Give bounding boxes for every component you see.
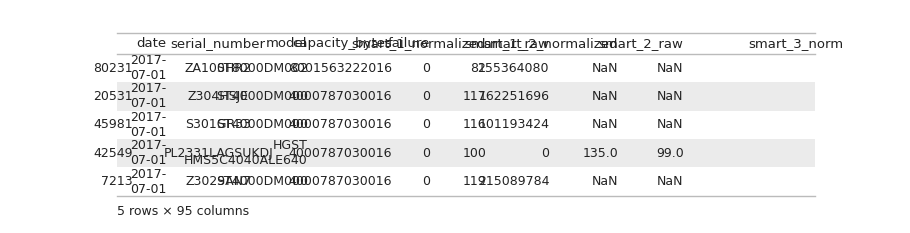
Text: ST4000DM000: ST4000DM000 <box>216 175 308 188</box>
Text: smart_3_norm: smart_3_norm <box>748 37 844 50</box>
Text: 5 rows × 95 columns: 5 rows × 95 columns <box>117 205 249 218</box>
Text: 0: 0 <box>421 175 430 188</box>
Text: NaN: NaN <box>592 175 618 188</box>
Bar <box>117 54 815 82</box>
Text: 2017-
07-01: 2017- 07-01 <box>130 82 167 110</box>
Text: 2017-
07-01: 2017- 07-01 <box>130 168 167 195</box>
Text: 135.0: 135.0 <box>582 147 618 160</box>
Text: NaN: NaN <box>657 118 683 131</box>
Text: model: model <box>267 37 308 50</box>
Text: 0: 0 <box>541 147 550 160</box>
Text: 101193424: 101193424 <box>479 118 550 131</box>
Text: Z3029AN7: Z3029AN7 <box>185 175 251 188</box>
Text: S301GR33: S301GR33 <box>185 118 251 131</box>
Text: 4000787030016: 4000787030016 <box>288 175 392 188</box>
Text: HGST
HMS5C4040ALE640: HGST HMS5C4040ALE640 <box>184 139 308 167</box>
Text: 2017-
07-01: 2017- 07-01 <box>130 54 167 82</box>
Text: 215089784: 215089784 <box>478 175 550 188</box>
Text: 116: 116 <box>462 118 486 131</box>
Text: ST4000DM000: ST4000DM000 <box>216 118 308 131</box>
Text: NaN: NaN <box>592 118 618 131</box>
Text: NaN: NaN <box>657 90 683 103</box>
Text: 155364080: 155364080 <box>478 62 550 75</box>
Text: 2017-
07-01: 2017- 07-01 <box>130 139 167 167</box>
Text: 82: 82 <box>470 62 486 75</box>
Text: 80231: 80231 <box>93 62 133 75</box>
Text: NaN: NaN <box>592 90 618 103</box>
Bar <box>117 167 815 196</box>
Text: date: date <box>136 37 167 50</box>
Text: 8001563222016: 8001563222016 <box>289 62 392 75</box>
Text: ST8000DM002: ST8000DM002 <box>216 62 308 75</box>
Text: 42549: 42549 <box>94 147 133 160</box>
Bar <box>117 139 815 167</box>
Text: ST4000DM000: ST4000DM000 <box>216 90 308 103</box>
Text: 7213: 7213 <box>101 175 133 188</box>
Text: 20531: 20531 <box>93 90 133 103</box>
Text: PL2331LAGSUKDJ: PL2331LAGSUKDJ <box>163 147 273 160</box>
Text: serial_number: serial_number <box>171 37 266 50</box>
Text: 4000787030016: 4000787030016 <box>288 147 392 160</box>
Text: 0: 0 <box>421 62 430 75</box>
Bar <box>117 82 815 111</box>
Text: ZA100HR2: ZA100HR2 <box>185 62 251 75</box>
Text: 99.0: 99.0 <box>656 147 683 160</box>
Text: 162251696: 162251696 <box>479 90 550 103</box>
Text: smart_1_raw: smart_1_raw <box>465 37 550 50</box>
Text: 45981: 45981 <box>93 118 133 131</box>
Bar <box>117 111 815 139</box>
Text: smart_2_raw: smart_2_raw <box>599 37 683 50</box>
Text: smart_1_normalized: smart_1_normalized <box>351 37 486 50</box>
Text: failure: failure <box>388 37 430 50</box>
Text: 0: 0 <box>421 118 430 131</box>
Text: 4000787030016: 4000787030016 <box>288 118 392 131</box>
Text: 119: 119 <box>462 175 486 188</box>
Text: 117: 117 <box>462 90 486 103</box>
Text: smart_2_normalized: smart_2_normalized <box>483 37 618 50</box>
Text: capacity_bytes: capacity_bytes <box>293 37 392 50</box>
Text: NaN: NaN <box>657 62 683 75</box>
Text: 4000787030016: 4000787030016 <box>288 90 392 103</box>
Text: 100: 100 <box>462 147 486 160</box>
Text: 0: 0 <box>421 90 430 103</box>
Text: Z304HSJE: Z304HSJE <box>187 90 248 103</box>
Text: NaN: NaN <box>657 175 683 188</box>
Text: 0: 0 <box>421 147 430 160</box>
Text: NaN: NaN <box>592 62 618 75</box>
Text: 2017-
07-01: 2017- 07-01 <box>130 111 167 139</box>
